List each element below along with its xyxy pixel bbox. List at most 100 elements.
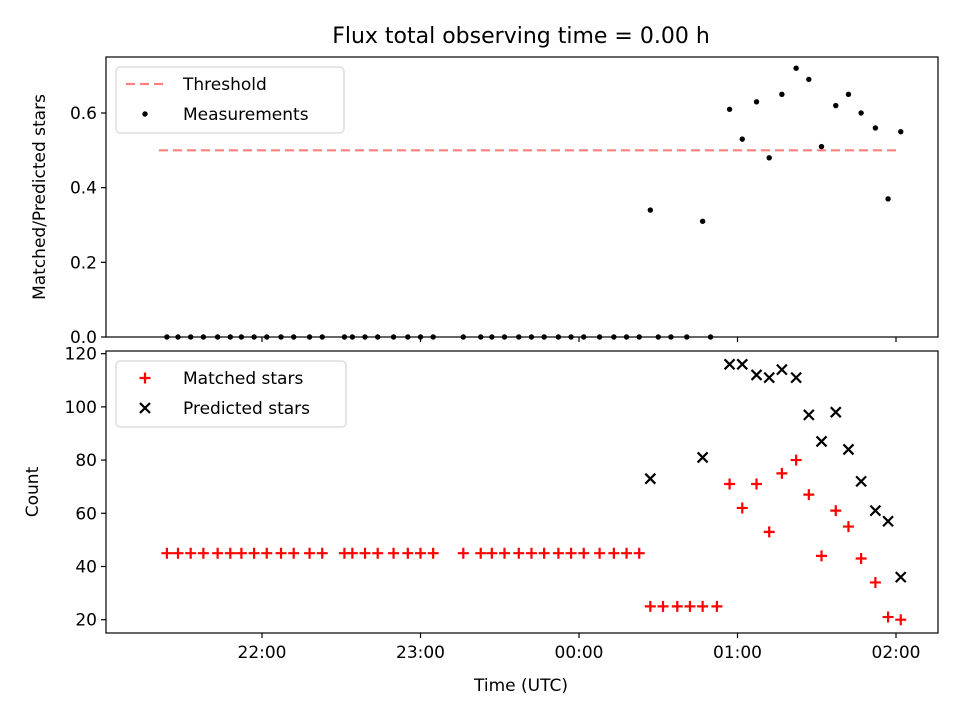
- matched-stars-point: [359, 547, 371, 559]
- top-legend-box: [115, 66, 345, 134]
- measurement-point: [726, 106, 733, 112]
- matched-stars-point: [724, 478, 736, 490]
- matched-stars-point: [736, 502, 748, 514]
- bottom-legend: Matched stars Predicted stars: [115, 360, 347, 428]
- predicted-stars-point: [869, 504, 882, 517]
- matched-stars-point: [499, 547, 511, 559]
- bottom-y-tick-label: 20: [75, 611, 97, 631]
- matched-stars-point: [816, 550, 828, 562]
- bottom-x-tick-label: 01:00: [713, 643, 762, 663]
- measurement-point: [858, 110, 864, 116]
- predicted-stars-point: [696, 451, 709, 464]
- bottom-x-tick-label: 23:00: [396, 643, 445, 663]
- measurement-point: [793, 65, 799, 71]
- predicted-stars-point: [894, 571, 907, 583]
- matched-stars-point: [608, 547, 620, 559]
- matched-stars-point: [578, 547, 590, 559]
- top-y-tick-label: 0.6: [70, 104, 97, 124]
- matched-stars-point: [565, 547, 577, 559]
- matched-stars-point: [197, 547, 209, 559]
- matched-stars-point: [475, 547, 487, 559]
- bottom-y-tick-label: 120: [65, 345, 97, 365]
- matched-stars-point: [842, 521, 854, 533]
- measurement-point: [806, 76, 812, 83]
- top-y-tick-label: 0.0: [70, 328, 97, 348]
- bottom-y-tick-label: 100: [65, 398, 97, 418]
- matched-stars-point: [275, 547, 287, 559]
- matched-stars-point: [415, 547, 426, 559]
- matched-stars-point: [372, 547, 384, 559]
- predicted-stars-point: [803, 409, 815, 421]
- measurement-point: [818, 143, 825, 150]
- matched-stars-point: [684, 600, 696, 612]
- measurement-point: [872, 125, 879, 131]
- measurement-point: [885, 196, 891, 202]
- matched-stars-point: [895, 614, 907, 626]
- matched-stars-point: [671, 600, 683, 612]
- bottom-x-tick-label: 22:00: [238, 643, 287, 663]
- top-legend: Threshold Measurements: [115, 66, 345, 134]
- matched-stars-point: [776, 467, 788, 479]
- measurement-point: [779, 91, 785, 98]
- predicted-stars-point: [829, 406, 842, 418]
- matched-stars-point: [644, 600, 656, 612]
- matched-stars-point: [594, 547, 606, 559]
- top-axes-frame: [105, 56, 939, 338]
- matched-stars-point: [552, 547, 564, 559]
- top-y-axis-label: Matched/Predicted stars: [30, 94, 50, 300]
- matched-stars-point: [513, 547, 525, 559]
- measurement-point: [647, 207, 654, 213]
- matched-stars-point: [288, 547, 300, 559]
- matched-stars-point: [346, 547, 358, 559]
- top-y-tick-label: 0.4: [70, 179, 97, 199]
- matched-stars-point: [763, 526, 775, 538]
- matched-stars-point: [172, 547, 184, 559]
- predicted-stars-point: [842, 443, 855, 456]
- matched-stars-point: [161, 547, 173, 559]
- predicted-stars-point: [855, 475, 867, 488]
- legend-matched-swatch: [139, 372, 151, 384]
- matched-stars-point: [248, 547, 260, 559]
- x-axis-label: Time (UTC): [473, 676, 568, 696]
- bottom-plot-area: [161, 358, 907, 626]
- matched-stars-point: [261, 547, 273, 559]
- bottom-y-axis-label: Count: [23, 466, 43, 517]
- predicted-stars-point: [882, 515, 894, 528]
- matched-stars-point: [224, 547, 236, 559]
- matched-stars-point: [657, 600, 669, 612]
- measurement-point: [845, 91, 852, 98]
- matched-stars-point: [855, 553, 867, 565]
- predicted-stars-point: [815, 435, 828, 448]
- bottom-x-tick-label: 00:00: [555, 643, 604, 663]
- measurement-point: [753, 99, 760, 105]
- bottom-y-tick-label: 60: [75, 504, 97, 524]
- legend-matched-label: Matched stars: [183, 369, 303, 389]
- predicted-stars-point: [750, 369, 763, 381]
- matched-stars-point: [427, 547, 439, 559]
- matched-stars-point: [525, 547, 537, 559]
- legend-predicted-swatch: [139, 402, 151, 414]
- matched-stars-point: [711, 600, 723, 612]
- legend-measurements-swatch: [142, 111, 148, 117]
- bottom-axes-frame: [105, 350, 939, 634]
- bottom-y-tick-label: 40: [75, 557, 97, 577]
- matched-stars-point: [388, 547, 400, 559]
- bottom-legend-box: [115, 360, 347, 428]
- matched-stars-point: [751, 478, 763, 490]
- matched-stars-point: [185, 547, 197, 559]
- top-y-tick-label: 0.2: [70, 253, 97, 273]
- bottom-y-tick-label: 80: [75, 451, 97, 471]
- matched-stars-point: [212, 547, 224, 559]
- matched-stars-point: [304, 547, 316, 559]
- legend-predicted-label: Predicted stars: [183, 399, 310, 419]
- predicted-stars-point: [723, 358, 736, 371]
- matched-stars-point: [882, 611, 894, 623]
- legend-threshold-label: Threshold: [182, 75, 267, 95]
- measurement-point: [699, 218, 706, 224]
- top-plot-area: [158, 65, 904, 340]
- predicted-stars-point: [763, 371, 775, 384]
- matched-stars-point: [402, 547, 414, 559]
- measurement-point: [766, 155, 772, 161]
- bottom-panel: Count 20 40 60 80 100 120 22:00 23:00 00:00 01:00…: [23, 345, 939, 663]
